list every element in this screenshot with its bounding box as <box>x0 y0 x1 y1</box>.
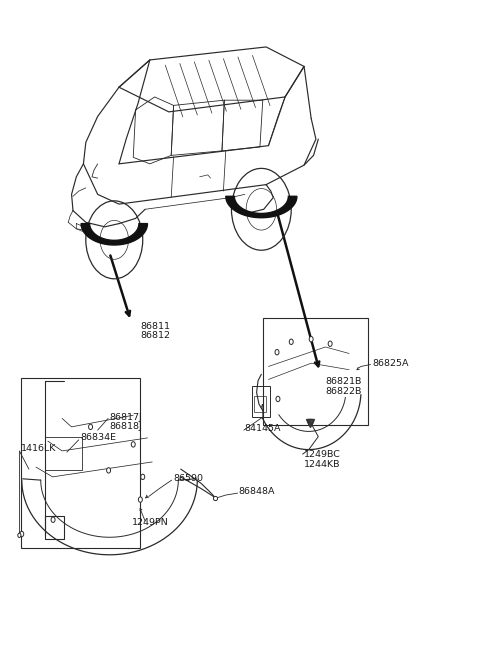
Circle shape <box>131 441 135 447</box>
Text: 86834E: 86834E <box>80 434 116 442</box>
Text: 86825A: 86825A <box>372 359 408 367</box>
Text: 1244KB: 1244KB <box>304 460 340 469</box>
Circle shape <box>141 474 144 479</box>
Circle shape <box>276 396 280 402</box>
Circle shape <box>89 424 93 430</box>
Circle shape <box>275 350 279 355</box>
Text: 84145A: 84145A <box>245 424 281 433</box>
Circle shape <box>51 517 55 523</box>
Polygon shape <box>81 223 147 245</box>
Circle shape <box>107 468 110 473</box>
Circle shape <box>289 339 293 345</box>
Circle shape <box>18 533 21 538</box>
Text: 86821B: 86821B <box>325 377 362 386</box>
Polygon shape <box>226 196 297 217</box>
Text: 1249BC: 1249BC <box>304 449 341 458</box>
Circle shape <box>138 497 143 502</box>
Text: 86811: 86811 <box>140 322 170 331</box>
Text: 1249PN: 1249PN <box>132 518 168 527</box>
Text: 86848A: 86848A <box>239 487 275 496</box>
Circle shape <box>309 337 313 342</box>
Text: 86822B: 86822B <box>325 386 362 396</box>
Text: 86817J: 86817J <box>109 413 142 422</box>
Text: 86812: 86812 <box>140 331 170 341</box>
Text: 1416LK: 1416LK <box>21 444 56 453</box>
Circle shape <box>328 341 332 346</box>
Text: 86818J: 86818J <box>109 422 142 432</box>
Text: 86590: 86590 <box>174 474 204 483</box>
Circle shape <box>20 531 24 536</box>
